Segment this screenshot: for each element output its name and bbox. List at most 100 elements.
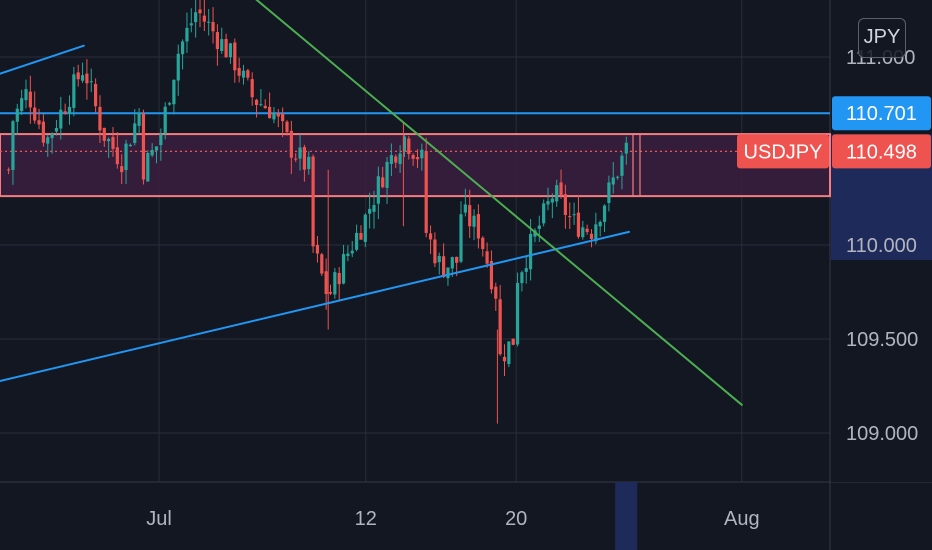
candle-down: [315, 244, 320, 254]
candle-down: [337, 272, 341, 285]
candle-down: [411, 154, 415, 159]
candle-down: [442, 256, 446, 277]
candle-up: [181, 41, 185, 55]
candle-down: [568, 216, 572, 218]
candle-up: [172, 79, 176, 105]
candle-down: [76, 72, 80, 80]
symbol-price-tag[interactable]: USDJPY 110.498: [737, 134, 931, 169]
candle-down: [202, 15, 206, 22]
candle-up: [515, 282, 520, 345]
last-price-value: 110.498: [846, 141, 917, 163]
candle-up: [59, 109, 63, 129]
candle-down: [455, 256, 459, 263]
candle-down: [115, 147, 119, 165]
candle-up: [507, 341, 511, 365]
candle-up: [137, 112, 141, 126]
candle-up: [133, 123, 137, 143]
candle-up: [372, 205, 376, 212]
candle-up: [167, 103, 172, 105]
candle-up: [150, 149, 154, 156]
candle-up: [463, 204, 467, 213]
candle-up: [124, 143, 128, 171]
candle-down: [268, 106, 272, 119]
candle-down: [28, 91, 32, 108]
date-axis-ticks: Jul 12 20 Aug: [146, 508, 759, 530]
candle-up: [163, 106, 167, 134]
candle-down: [33, 107, 37, 121]
last-candle-marker: [632, 133, 641, 197]
candle-up: [298, 147, 302, 159]
candle-down: [481, 237, 485, 249]
date-tick-label: Aug: [724, 508, 760, 530]
candle-down: [7, 169, 11, 171]
date-tick-label: 12: [355, 508, 377, 530]
marked-level-tag-bg: [832, 96, 931, 131]
candle-down: [494, 286, 498, 299]
symbol-label: USDJPY: [744, 141, 823, 163]
symbol-tag-bg: [737, 134, 829, 169]
candle-up: [594, 224, 598, 242]
candle-down: [254, 99, 259, 105]
candle-up: [176, 53, 180, 81]
candle-down: [285, 121, 289, 133]
candle-up: [598, 221, 602, 227]
candle-down: [311, 156, 315, 247]
descending-trendline[interactable]: [253, 0, 743, 406]
candle-up: [542, 203, 546, 224]
candle-up: [472, 215, 476, 227]
candle-down: [246, 70, 250, 78]
candle-up: [385, 161, 389, 188]
candle-up: [146, 152, 150, 182]
price-tick-label: 109.000: [846, 423, 918, 445]
marked-level-tag[interactable]: 110.701: [832, 96, 931, 131]
candle-up: [520, 272, 524, 284]
candle-up: [402, 136, 407, 152]
candle-up: [272, 112, 276, 120]
candle-up: [398, 153, 402, 164]
candle-up: [368, 208, 372, 214]
candle-up: [228, 43, 233, 58]
upper-channel-line[interactable]: [0, 44, 85, 84]
candle-up: [189, 23, 193, 26]
candle-down: [120, 166, 124, 173]
candle-up: [607, 182, 611, 204]
support-trendline[interactable]: [0, 230, 630, 388]
candle-down: [498, 299, 502, 355]
candle-down: [502, 356, 507, 362]
candle-down: [424, 151, 428, 233]
candle-up: [537, 225, 541, 229]
candle-up: [450, 257, 454, 269]
candle-up: [376, 176, 380, 204]
candle-down: [281, 113, 285, 122]
date-axis-highlight: [615, 482, 638, 550]
candle-up: [572, 214, 576, 216]
trendlines[interactable]: [0, 0, 743, 406]
candle-up: [50, 133, 54, 139]
candle-down: [289, 130, 293, 158]
candle-up: [154, 146, 159, 151]
candle-up: [546, 201, 550, 205]
candle-down: [476, 214, 480, 239]
candle-down: [559, 182, 563, 196]
candle-up: [620, 155, 624, 176]
candle-down: [250, 79, 254, 98]
candle-down: [485, 251, 489, 264]
candle-down: [224, 38, 228, 58]
candle-down: [576, 212, 581, 237]
candle-up: [533, 230, 537, 237]
candle-up: [611, 177, 615, 185]
candle-down: [511, 338, 515, 345]
currency-button[interactable]: JPY: [858, 18, 906, 58]
candle-down: [428, 233, 433, 240]
candle-up: [194, 12, 198, 23]
candle-down: [328, 292, 333, 294]
candle-down: [320, 254, 324, 274]
candle-down: [263, 105, 267, 109]
candle-down: [41, 121, 45, 143]
candles: [7, 0, 641, 424]
candle-up: [220, 39, 224, 51]
candle-up: [420, 149, 424, 159]
candle-up: [107, 139, 111, 142]
